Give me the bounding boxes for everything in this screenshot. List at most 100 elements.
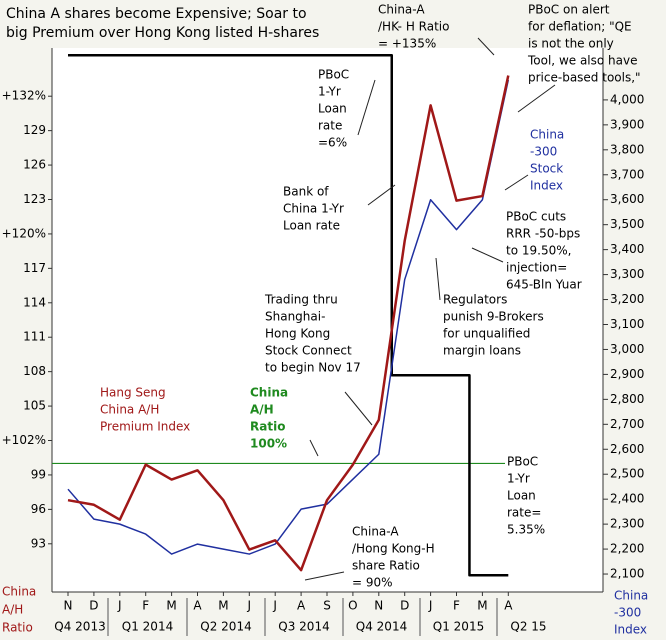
annotation: 100% [250, 437, 287, 451]
annotation: A/H [250, 403, 274, 417]
y-tick-label: 99 [31, 467, 46, 481]
x-tick-label: N [64, 599, 73, 613]
y2-tick-label: 4,000 [610, 92, 644, 106]
pointer [357, 79, 376, 136]
quarter-label: Q2 2014 [200, 620, 251, 634]
y-tick-label: +102% [2, 433, 46, 447]
y2-tick-label: 2,800 [610, 392, 644, 406]
annotation: 1-Yr [507, 472, 530, 486]
x-tick-label: D [400, 599, 409, 613]
y-axis-title: Ratio [2, 621, 33, 635]
annotation: margin loans [443, 344, 521, 358]
annotation: = 90% [352, 576, 393, 590]
annotation: Premium Index [100, 420, 190, 434]
annotation: share Ratio [352, 559, 420, 573]
y2-tick-label: 2,200 [610, 542, 644, 556]
annotation: China A/H [100, 403, 159, 417]
annotation: for unqualified [443, 327, 530, 341]
y2-tick-label: 3,500 [610, 217, 644, 231]
annotation: rate [318, 119, 342, 133]
annotation: Stock [530, 162, 563, 176]
annotation: Regulators [443, 293, 507, 307]
pointer [435, 257, 441, 301]
y-tick-label: 96 [31, 502, 46, 516]
x-tick-label: S [323, 599, 331, 613]
y-tick-label: 126 [23, 158, 46, 172]
y2-axis-title: -300 [614, 606, 641, 620]
annotation: Hong Kong [265, 327, 330, 341]
pointer [477, 37, 495, 56]
annotation: rate= [507, 506, 541, 520]
x-tick-label: F [142, 599, 149, 613]
annotation: Loan [507, 489, 536, 503]
y2-tick-label: 3,600 [610, 192, 644, 206]
y2-tick-label: 2,500 [610, 467, 644, 481]
annotation: /HK- H Ratio [378, 20, 449, 34]
annotation: -300 [530, 145, 557, 159]
annotation: Trading thru [264, 293, 338, 307]
x-tick-label: D [89, 599, 98, 613]
annotation: China [250, 386, 288, 400]
y2-tick-label: 3,200 [610, 292, 644, 306]
pointer [344, 391, 373, 426]
annotation: 5.35% [507, 523, 545, 537]
annotation: = +135% [378, 37, 436, 51]
pointer [517, 84, 556, 113]
annotation: Hang Seng [100, 386, 166, 400]
quarter-label: Q4 2013 [54, 620, 105, 634]
x-tick-label: A [193, 599, 202, 613]
annotation: Loan rate [283, 219, 340, 233]
y-axis-title: China [2, 585, 36, 599]
y2-tick-label: 2,300 [610, 517, 644, 531]
y2-tick-label: 3,400 [610, 242, 644, 256]
chart-title: big Premium over Hong Kong listed H-shar… [6, 25, 319, 41]
annotation: to begin Nov 17 [265, 361, 361, 375]
annotation: =6% [318, 136, 347, 150]
y-tick-label: 114 [23, 295, 46, 309]
y2-tick-label: 2,900 [610, 367, 644, 381]
y-tick-label: 105 [23, 399, 46, 413]
y-tick-label: 93 [31, 536, 46, 550]
y-tick-label: 129 [23, 123, 46, 137]
annotation: Ratio [250, 420, 285, 434]
annotation: Tool, we also have [527, 54, 638, 68]
annotation: 1-Yr [318, 85, 341, 99]
y-tick-label: +132% [2, 89, 46, 103]
quarter-label: Q1 2015 [433, 620, 484, 634]
y2-tick-label: 2,700 [610, 417, 644, 431]
pointer [367, 184, 396, 206]
y-tick-label: 123 [23, 192, 46, 206]
annotation: price-based tools," [528, 71, 641, 85]
annotation: China 1-Yr [283, 202, 344, 216]
x-tick-label: A [504, 599, 513, 613]
pointer [504, 174, 529, 191]
x-tick-label: J [272, 599, 277, 613]
x-tick-label: F [453, 599, 460, 613]
pointer [309, 439, 319, 457]
annotation: to 19.50%, [506, 244, 571, 258]
x-tick-label: N [374, 599, 383, 613]
annotation: 645-Bln Yuar [506, 278, 582, 292]
x-tick-label: J [247, 599, 252, 613]
annotation: Bank of [283, 185, 329, 199]
annotation: /Hong Kong-H [352, 542, 435, 556]
x-tick-label: M [218, 599, 228, 613]
annotation: China [530, 128, 564, 142]
x-tick-label: M [477, 599, 487, 613]
y2-tick-label: 2,400 [610, 492, 644, 506]
y2-tick-label: 3,700 [610, 167, 644, 181]
annotation: punish 9-Brokers [443, 310, 544, 324]
series-line [67, 79, 510, 555]
y-axis-title: A/H [2, 603, 23, 617]
series-line [68, 53, 509, 577]
y2-axis-title: Index [614, 623, 647, 637]
y-tick-label: 111 [23, 330, 46, 344]
y-tick-label: 108 [23, 364, 46, 378]
quarter-label: Q4 2014 [356, 620, 407, 634]
annotation: Shanghai- [265, 310, 325, 324]
annotation: PBoC on alert [528, 3, 610, 17]
y2-tick-label: 3,800 [610, 142, 644, 156]
annotation: injection= [506, 261, 567, 275]
